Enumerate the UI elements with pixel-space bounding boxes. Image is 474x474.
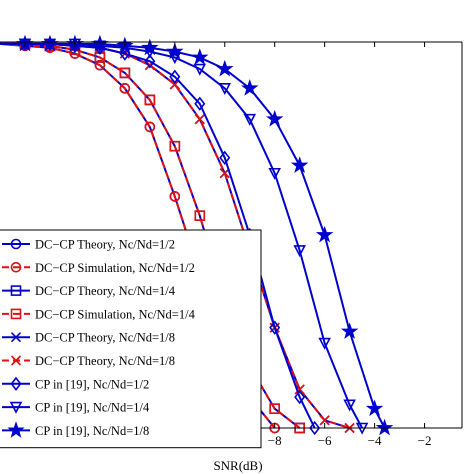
legend-label: CP in [19], Nc/Nd=1/8 [35, 424, 149, 438]
data-point [240, 79, 259, 96]
data-point [318, 337, 331, 350]
data-point [141, 38, 159, 56]
data-point [340, 322, 359, 339]
series-lines [0, 34, 394, 436]
legend-marker [10, 238, 22, 250]
legend-item: CP in [19], Nc/Nd=1/2 [2, 376, 149, 391]
x-tick-label: −4 [368, 433, 382, 448]
data-point [309, 420, 321, 436]
legend-marker [10, 261, 22, 273]
legend-item: DC−CP Theory, Nc/Nd=1/2 [2, 238, 175, 252]
x-axis-label: SNR(dB) [213, 458, 262, 473]
legend-item: DC−CP Theory, Nc/Nd=1/8 [2, 354, 175, 368]
legend-item: DC−CP Theory, Nc/Nd=1/4 [2, 284, 176, 298]
data-point [119, 83, 131, 94]
data-point [294, 389, 306, 405]
data-point [119, 67, 131, 79]
legend-box [0, 229, 262, 449]
x-tick-label: −2 [418, 433, 432, 448]
legend-item: CP in [19], Nc/Nd=1/4 [2, 401, 150, 415]
legend-marker [7, 421, 25, 438]
data-point [375, 418, 394, 436]
data-point [169, 69, 181, 84]
legend-marker [9, 401, 23, 414]
data-point [218, 83, 232, 95]
data-point [144, 54, 156, 69]
legend-label: CP in [19], Nc/Nd=1/4 [35, 401, 150, 415]
data-point [269, 320, 281, 335]
data-point [119, 46, 131, 61]
legend-label: DC−CP Theory, Nc/Nd=1/2 [35, 238, 175, 252]
legend-marker [10, 355, 22, 366]
data-point [319, 415, 330, 426]
data-point [269, 403, 281, 415]
data-point [144, 121, 156, 133]
legend-marker [10, 285, 22, 296]
legend-label: CP in [19], Nc/Nd=1/2 [35, 377, 149, 391]
legend-item: DC−CP Simulation, Nc/Nd=1/2 [2, 261, 195, 275]
legend-label: DC−CP Theory, Nc/Nd=1/8 [35, 354, 175, 368]
legend-label: DC−CP Theory, Nc/Nd=1/4 [35, 284, 176, 298]
data-point [166, 42, 184, 60]
data-point [243, 113, 257, 126]
x-tick-label: −6 [318, 433, 332, 448]
data-point [265, 110, 284, 127]
legend-item: DC−CP Simulation, Nc/Nd=1/4 [2, 307, 196, 321]
legend-label: DC−CP Simulation, Nc/Nd=1/4 [35, 307, 196, 321]
data-point [219, 150, 231, 165]
legend-marker [10, 332, 22, 343]
data-point [194, 210, 206, 221]
data-point [194, 96, 206, 111]
data-point [216, 59, 234, 77]
data-point [169, 140, 181, 152]
data-point [365, 399, 384, 417]
legend-marker [10, 308, 22, 320]
legend-label: DC−CP Simulation, Nc/Nd=1/2 [35, 261, 195, 275]
data-point [193, 63, 207, 76]
legend-marker [10, 376, 22, 391]
data-point [315, 225, 334, 243]
data-point [293, 245, 306, 258]
legend-item: CP in [19], Nc/Nd=1/8 [2, 421, 149, 438]
data-point [191, 48, 209, 65]
x-tick-label: −8 [268, 433, 282, 448]
legend: DC−CP Theory, Nc/Nd=1/2 DC−CP Simulation,… [0, 229, 262, 449]
series-8 [0, 34, 394, 436]
data-point [169, 191, 181, 202]
data-point [343, 399, 356, 412]
legend-item: DC−CP Theory, Nc/Nd=1/8 [2, 331, 175, 345]
data-point [94, 59, 106, 71]
data-point [290, 156, 309, 173]
legend-label: DC−CP Theory, Nc/Nd=1/8 [35, 331, 175, 345]
data-point [144, 94, 156, 106]
data-point [268, 167, 281, 180]
data-point [194, 114, 205, 125]
